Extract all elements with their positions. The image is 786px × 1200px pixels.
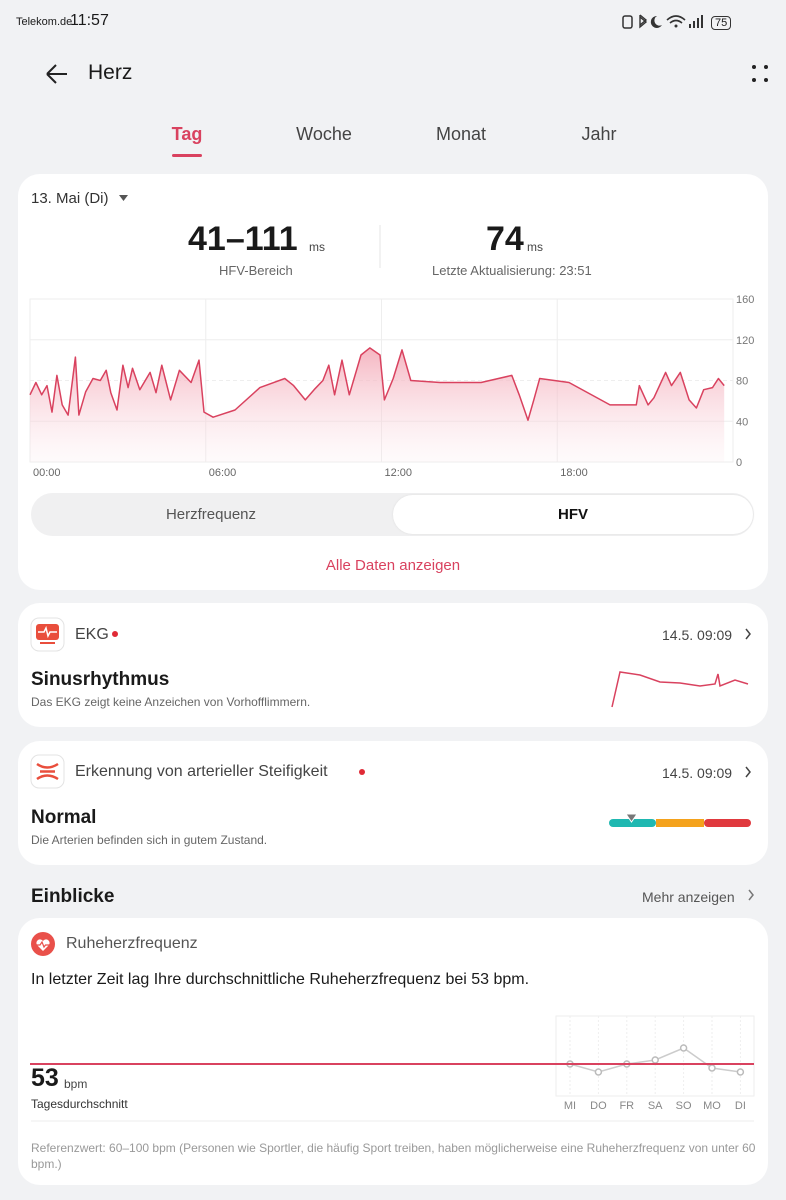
tab[interactable]: Woche (296, 124, 352, 144)
resting-value: 53 (31, 1064, 59, 1092)
insights-title: Einblicke (31, 886, 115, 907)
latest-unit: ms (527, 240, 543, 254)
toggle-option[interactable]: Herzfrequenz (165, 506, 257, 523)
more-link[interactable]: Mehr anzeigen (642, 889, 735, 905)
tab[interactable]: Tag (171, 124, 203, 144)
toggle-option[interactable]: HFV (393, 495, 753, 534)
reference-note: Referenzwert: 60–100 bpm (Personen wie S… (31, 1141, 756, 1171)
ekg-result: Sinusrhythmus (31, 669, 170, 690)
ekg-title: EKG (75, 626, 109, 643)
stiffness-title: Erkennung von arterieller Steifigkeit (75, 763, 328, 780)
stiffness-description: Die Arterien befinden sich in gutem Zust… (31, 833, 268, 847)
resting-title: Ruheherzfrequenz (66, 935, 198, 952)
latest-value: 74 (486, 220, 524, 258)
clock: 11:57 (70, 12, 109, 29)
range-value: 41–111 (188, 220, 298, 258)
page-title: Herz (88, 61, 133, 84)
resting-label: Tagesdurchschnitt (31, 1097, 128, 1111)
latest-label: Letzte Aktualisierung: 23:51 (432, 263, 592, 278)
tab[interactable]: Monat (435, 124, 487, 144)
carrier: Telekom.de (16, 16, 73, 28)
resting-text: In letzter Zeit lag Ihre durchschnittlic… (31, 971, 530, 988)
back-button[interactable] (46, 64, 67, 84)
ekg-description: Das EKG zeigt keine Anzeichen von Vorhof… (31, 695, 311, 709)
resting-unit: bpm (64, 1077, 88, 1091)
tab-indicator (172, 154, 202, 157)
status-icons (622, 14, 703, 29)
menu-button[interactable] (752, 65, 768, 82)
chevron (748, 889, 754, 901)
range-unit: ms (309, 240, 325, 254)
stiffness-date: 14.5. 09:09 (662, 765, 733, 781)
all-data-link[interactable]: Alle Daten anzeigen (325, 557, 461, 574)
stiffness-card[interactable] (18, 741, 768, 865)
date-picker[interactable]: 13. Mai (Di) (31, 190, 109, 207)
battery: 75 (711, 16, 732, 30)
tab[interactable]: Jahr (581, 124, 617, 144)
range-label: HFV-Bereich (219, 263, 293, 278)
ekg-date: 14.5. 09:09 (662, 627, 733, 643)
stiffness-result: Normal (31, 807, 97, 828)
